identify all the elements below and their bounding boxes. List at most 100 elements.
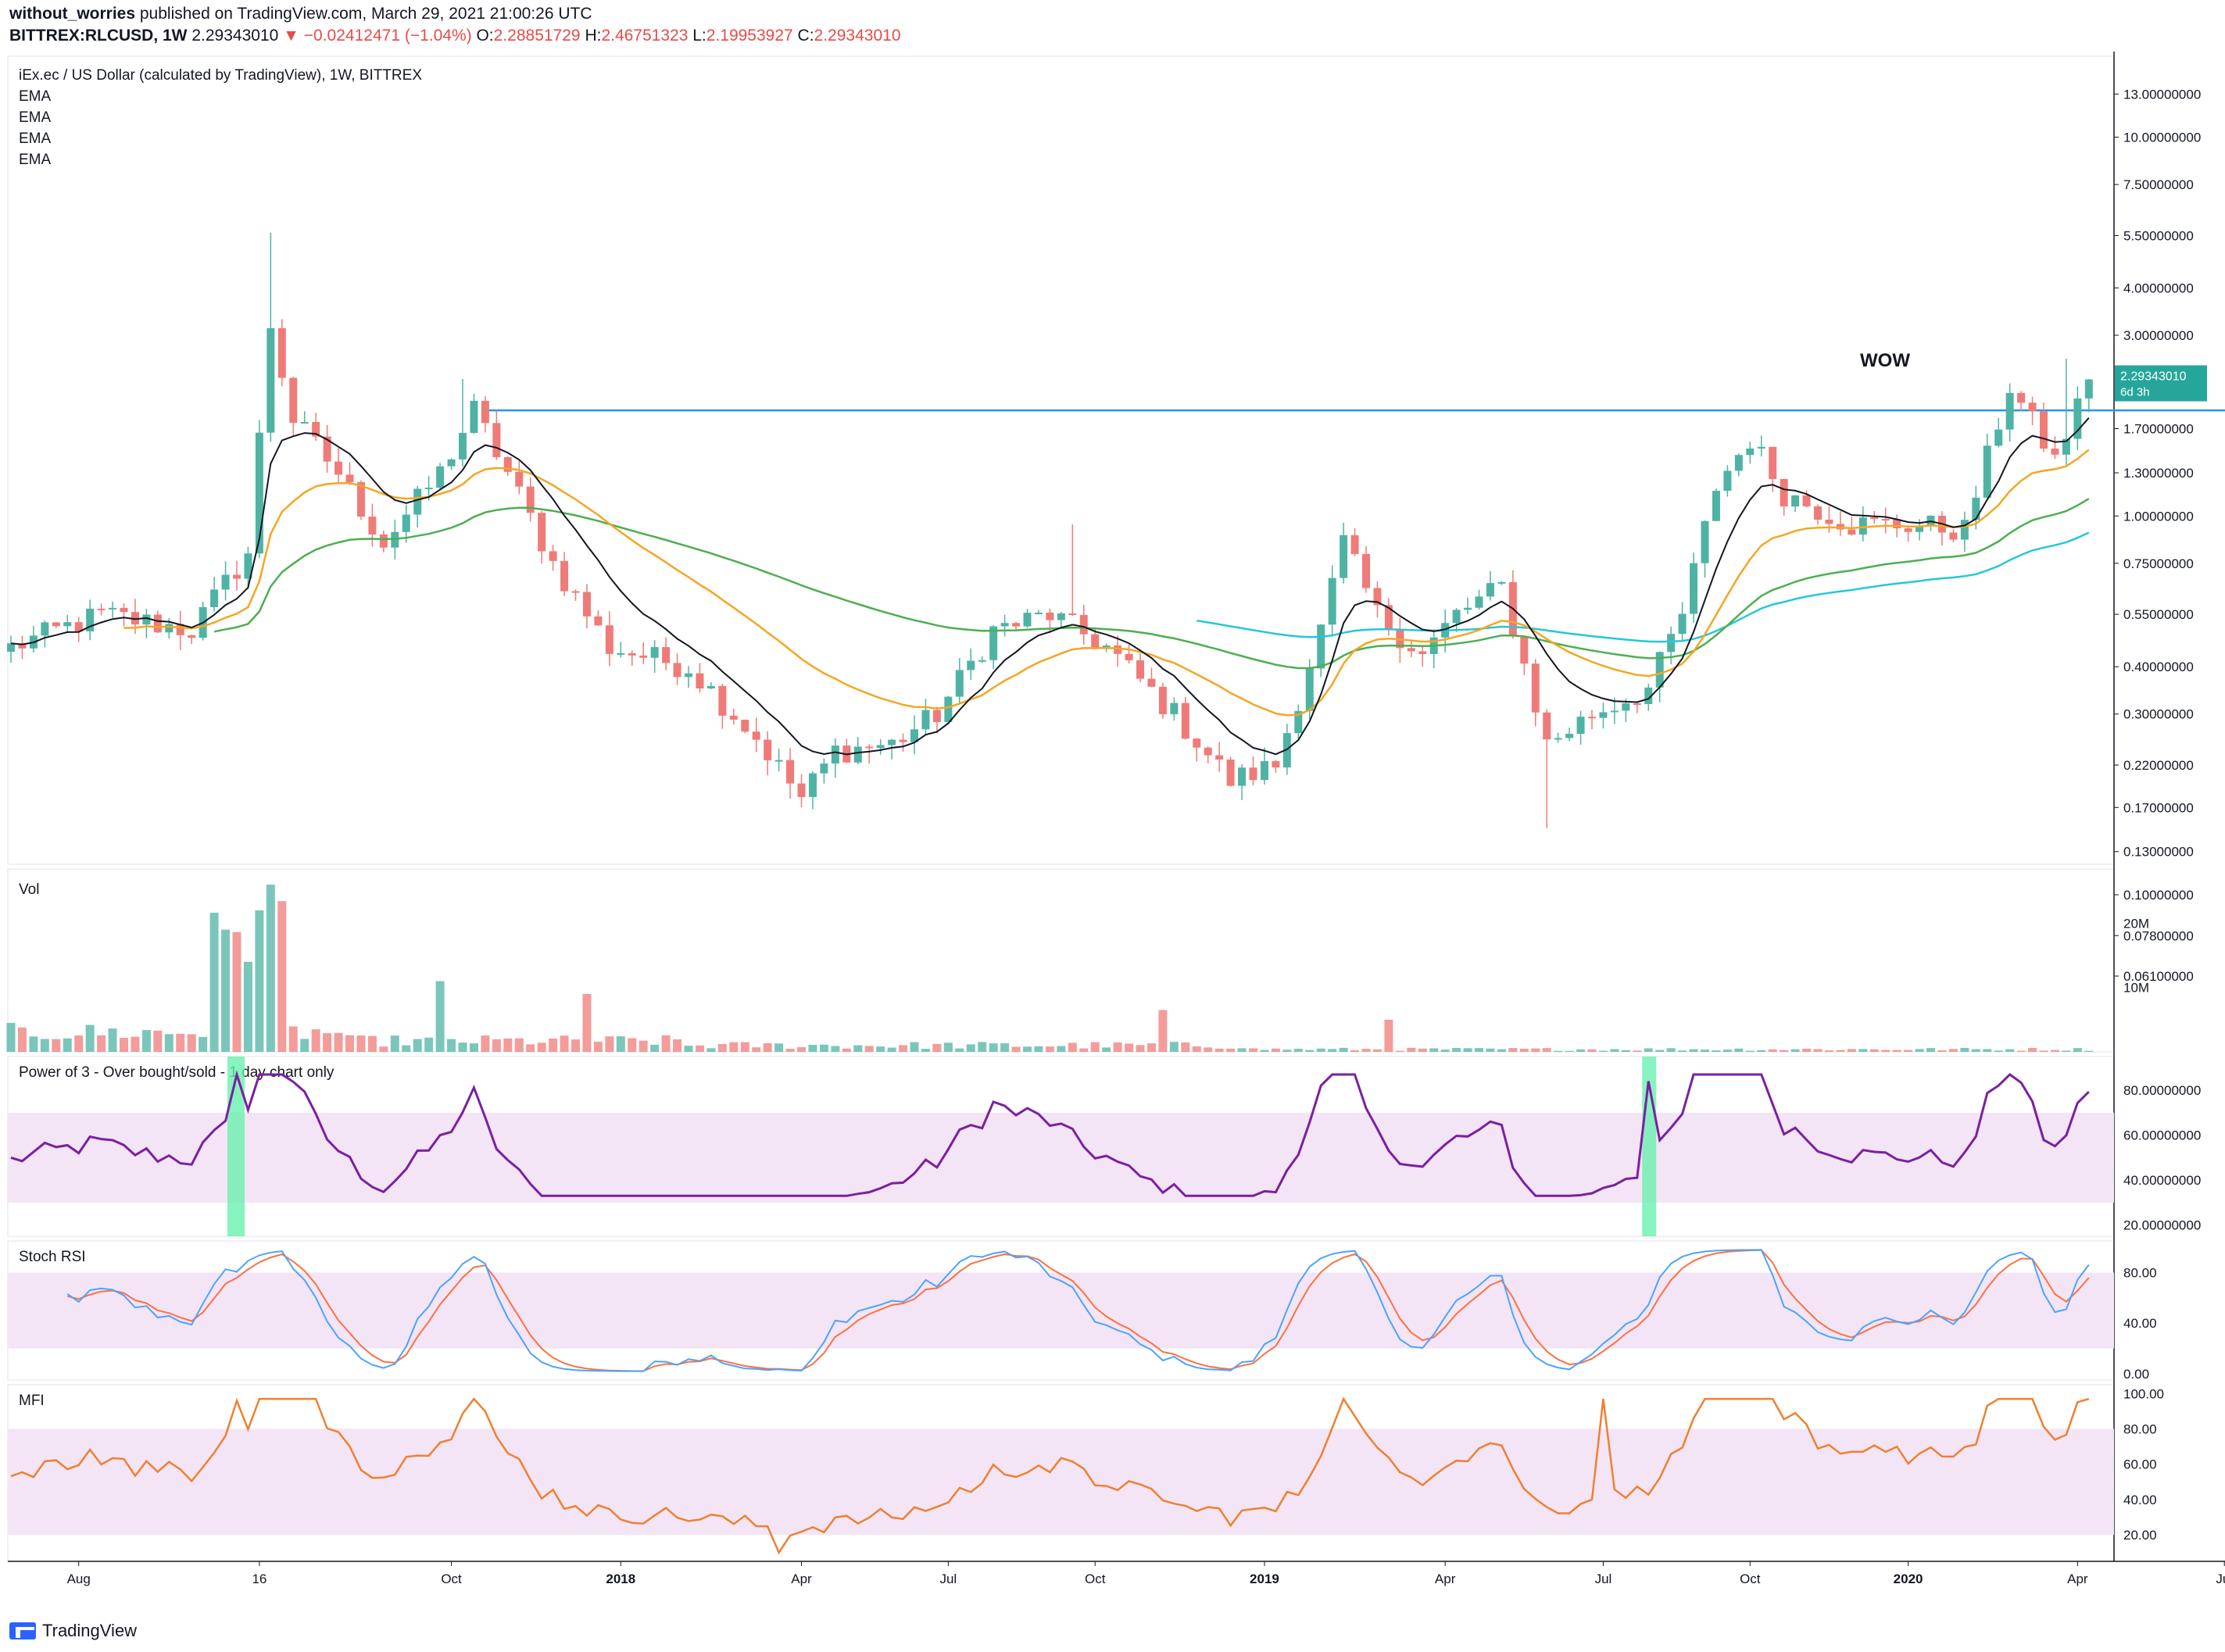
- low-label: L:: [692, 27, 706, 45]
- candle-body: [109, 607, 117, 610]
- candle-body: [165, 624, 173, 633]
- price-axis-label: 1.00000000: [2123, 509, 2194, 524]
- volume-bar: [2028, 1047, 2037, 1052]
- candle-body: [706, 685, 715, 689]
- volume-bar: [1440, 1049, 1450, 1052]
- volume-bar: [752, 1047, 761, 1052]
- volume-bar: [288, 1026, 298, 1052]
- candle-body: [639, 655, 648, 658]
- candle-body: [63, 622, 72, 627]
- candle-body: [764, 739, 772, 760]
- ema-legend-label: EMA: [19, 109, 52, 126]
- volume-bar: [334, 1032, 343, 1052]
- volume-bar: [876, 1046, 885, 1052]
- candle-body: [1757, 446, 1765, 449]
- volume-bar: [549, 1039, 558, 1052]
- stoch-axis-label: 0.00: [2123, 1367, 2149, 1382]
- candle-body: [1972, 497, 1980, 520]
- volume-bar: [1847, 1049, 1856, 1052]
- volume-bar: [1734, 1048, 1744, 1052]
- volume-bar: [537, 1042, 546, 1052]
- candle-body: [1825, 519, 1833, 524]
- candle-body: [221, 574, 230, 590]
- price-tag: [2115, 365, 2207, 402]
- candle-body: [1452, 610, 1461, 624]
- volume-bar: [1146, 1043, 1156, 1052]
- candle-body: [255, 432, 263, 554]
- price-axis-label: 7.50000000: [2123, 177, 2194, 192]
- volume-bar: [1361, 1049, 1371, 1052]
- candle-body: [176, 624, 184, 635]
- volume-bar: [1757, 1049, 1766, 1052]
- candle-body: [967, 660, 975, 670]
- volume-bar: [1904, 1049, 1913, 1052]
- volume-bar: [1328, 1049, 1337, 1052]
- volume-bar: [1214, 1048, 1224, 1052]
- power-axis-label: 20.00000000: [2123, 1218, 2201, 1233]
- candle-body: [459, 432, 467, 459]
- volume-bar: [1418, 1048, 1427, 1052]
- stoch-k-line: [66, 1249, 2090, 1372]
- volume-bar: [1712, 1050, 1721, 1052]
- volume-bar: [345, 1035, 354, 1052]
- volume-bar: [1971, 1049, 1980, 1052]
- candle-body: [526, 486, 535, 513]
- volume-bar: [661, 1035, 671, 1052]
- candle-body: [1418, 651, 1427, 654]
- candle-body: [1791, 495, 1800, 507]
- author-name[interactable]: without_worries: [9, 5, 136, 23]
- price-axis-label: 0.13000000: [2123, 845, 2194, 860]
- volume-bar: [740, 1042, 749, 1052]
- candle-body: [356, 481, 365, 517]
- volume-bar: [1983, 1049, 1992, 1052]
- volume-bar: [74, 1035, 84, 1052]
- candle-body: [888, 739, 896, 746]
- candle-body: [617, 653, 625, 655]
- volume-bar: [2039, 1050, 2048, 1052]
- volume-bar: [864, 1046, 874, 1052]
- volume-bar: [1881, 1049, 1891, 1052]
- power-axis-label: 40.00000000: [2123, 1173, 2201, 1188]
- volume-bar: [6, 1023, 16, 1052]
- volume-bar: [503, 1038, 513, 1052]
- candle-body: [955, 670, 964, 697]
- candle-body: [1814, 506, 1822, 520]
- volume-bar: [1813, 1049, 1823, 1052]
- published-text: published on TradingView.com, March 29, …: [139, 5, 592, 23]
- power-axis-label: 60.00000000: [2123, 1128, 2201, 1143]
- volume-bar: [300, 1039, 309, 1052]
- volume-bar: [1587, 1049, 1597, 1052]
- close-value: 2.29343010: [814, 27, 901, 45]
- tradingview-logo[interactable]: TradingView: [9, 1621, 137, 1641]
- candle-body: [1723, 470, 1732, 492]
- price-axis-label: 0.55000000: [2123, 607, 2194, 622]
- price-axis-label: 1.30000000: [2123, 466, 2194, 481]
- volume-bar: [1407, 1047, 1416, 1052]
- volume-bar: [458, 1042, 467, 1052]
- time-axis-label: Jul: [939, 1572, 957, 1586]
- tradingview-icon: [9, 1622, 36, 1639]
- candle-body: [571, 591, 580, 593]
- wow-annotation: WOW: [1860, 350, 1910, 371]
- volume-bar: [1858, 1049, 1868, 1052]
- volume-bar: [153, 1030, 163, 1052]
- symbol-name[interactable]: BITTREX:RLCUSD, 1W: [9, 27, 188, 45]
- volume-bar: [1011, 1046, 1021, 1052]
- candle-body: [786, 760, 795, 784]
- candle-body: [1690, 563, 1698, 614]
- chart-area[interactable]: 13.00000000 10.00000000 7.50000000 5.500000…: [0, 52, 2225, 1610]
- mfi-axis-label: 80.00: [2123, 1422, 2157, 1437]
- volume-bar: [1158, 1010, 1168, 1052]
- candle-body: [628, 653, 636, 656]
- volume-bar: [785, 1049, 795, 1052]
- volume-bar: [717, 1044, 727, 1052]
- candle-body: [1531, 663, 1540, 713]
- candle-body: [436, 466, 445, 488]
- price-axis-label: 10.00000000: [2123, 131, 2201, 145]
- volume-bars: [6, 885, 2094, 1052]
- candle-body: [1520, 636, 1529, 664]
- volume-bar: [481, 1035, 490, 1052]
- volume-bar: [853, 1045, 863, 1052]
- candle-body: [1960, 520, 1969, 540]
- candle-body: [1000, 623, 1009, 627]
